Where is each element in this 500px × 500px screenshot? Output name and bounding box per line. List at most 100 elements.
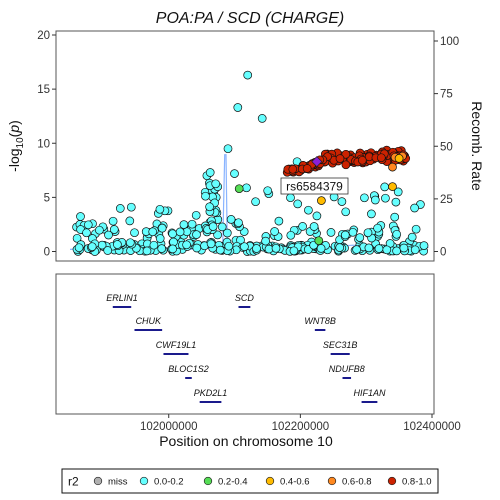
- legend-label: 0.2-0.4: [218, 477, 248, 488]
- snp-point: [399, 243, 409, 253]
- snp-point: [213, 230, 222, 240]
- snp-point: [206, 239, 216, 249]
- legend-box: [61, 468, 439, 494]
- y-tick-label: 20: [37, 30, 50, 42]
- gene-label: NDUFB8: [329, 364, 365, 374]
- snp-point: [103, 246, 113, 255]
- gene-label: WNT8B: [304, 316, 336, 326]
- lead-snp-label: rs6584379: [280, 177, 349, 195]
- snp-point: [374, 244, 384, 253]
- snp-point: [211, 179, 221, 189]
- snp-point: [335, 154, 345, 163]
- gene-tracks: ERLIN1 SCD CHUK WNT8B CWF19L1 SEC31B BLOC1S2 ND…: [106, 293, 386, 403]
- legend-label: 0.4-0.6: [280, 477, 310, 488]
- snp-point: [410, 203, 419, 213]
- snp-point: [109, 225, 119, 234]
- lead-snp-point: [311, 156, 323, 168]
- snp-point: [72, 233, 82, 243]
- snp-point: [175, 227, 185, 237]
- snp-point: [252, 244, 261, 253]
- snp-point: [261, 236, 270, 246]
- snp-point: [392, 229, 402, 239]
- snp-point: [155, 234, 165, 243]
- legend-title: r2: [68, 475, 79, 489]
- legend-swatch: [327, 476, 337, 486]
- snp-points: [72, 70, 429, 256]
- snp-point: [304, 205, 313, 215]
- snp-point: [222, 228, 232, 238]
- snp-point: [208, 222, 218, 231]
- legend-swatch: [139, 476, 149, 486]
- gene-label: SCD: [235, 293, 255, 303]
- legend-swatch: [387, 476, 397, 486]
- gene-label: CHUK: [136, 316, 162, 326]
- snp-point: [234, 184, 244, 194]
- snp-point: [364, 243, 374, 253]
- snp-point: [108, 216, 118, 226]
- snp-point: [314, 236, 324, 246]
- snp-point: [288, 164, 298, 174]
- y-axis-right: 0 25 50 75 100: [434, 36, 459, 259]
- snp-point: [341, 207, 351, 217]
- snp-point: [149, 240, 159, 250]
- legend-swatch: [203, 476, 213, 486]
- y-tick-label: 0: [44, 247, 50, 259]
- snp-point: [87, 242, 97, 252]
- snp-point: [251, 197, 260, 207]
- snp-point: [192, 230, 201, 239]
- snp-point: [370, 195, 380, 205]
- legend-swatch: [265, 476, 275, 486]
- snp-point: [157, 244, 167, 253]
- snp-point: [367, 209, 376, 219]
- snp-point: [270, 227, 279, 236]
- y-axis-left: 0 5 10 15 20: [37, 30, 56, 259]
- snp-point: [226, 215, 236, 224]
- snp-point: [201, 191, 210, 201]
- snp-point: [187, 219, 197, 229]
- snp-point: [113, 240, 122, 249]
- y2-tick-label: 100: [440, 36, 459, 48]
- snp-point: [407, 232, 417, 242]
- snp-point: [182, 240, 191, 250]
- snp-point: [126, 202, 136, 212]
- y2-axis-title: Recomb. Rate: [469, 101, 485, 191]
- snp-point: [326, 228, 336, 237]
- y-tick-label: 15: [37, 84, 50, 96]
- snp-point: [393, 187, 403, 197]
- snp-point: [286, 193, 295, 203]
- snp-point: [380, 182, 390, 192]
- snp-point: [312, 211, 322, 221]
- snp-point: [298, 222, 307, 231]
- gene-label: HIF1AN: [353, 388, 386, 398]
- snp-point: [355, 233, 365, 242]
- x-tick-label: 102200000: [272, 421, 330, 433]
- snp-point: [191, 210, 201, 220]
- association-panel-frame: [55, 30, 435, 262]
- snp-point: [348, 227, 358, 237]
- snp-point: [317, 196, 326, 205]
- snp-point: [168, 229, 177, 239]
- x-axis: 102000000 102200000 102400000: [140, 414, 461, 433]
- snp-point: [74, 243, 84, 253]
- chart-title: POA:PA / SCD (CHARGE): [156, 10, 344, 27]
- snp-point: [215, 245, 225, 255]
- snp-point: [95, 225, 104, 235]
- snp-point: [263, 186, 273, 196]
- snp-point: [357, 155, 367, 165]
- snp-point: [289, 246, 299, 256]
- snp-point: [223, 144, 233, 154]
- snp-point: [83, 220, 93, 230]
- snp-point: [125, 238, 135, 248]
- snp-point: [192, 243, 202, 253]
- snp-point: [390, 212, 400, 222]
- y2-tick-label: 50: [440, 141, 453, 153]
- snp-point: [360, 193, 369, 203]
- gene-panel-frame: [55, 273, 435, 415]
- snp-point: [286, 230, 296, 240]
- snp-point: [340, 230, 350, 240]
- snp-point: [341, 160, 351, 170]
- x-axis-title: Position on chromosome 10: [159, 433, 333, 449]
- y-axis-title: -log10(p): [6, 120, 26, 172]
- snp-point: [388, 182, 397, 191]
